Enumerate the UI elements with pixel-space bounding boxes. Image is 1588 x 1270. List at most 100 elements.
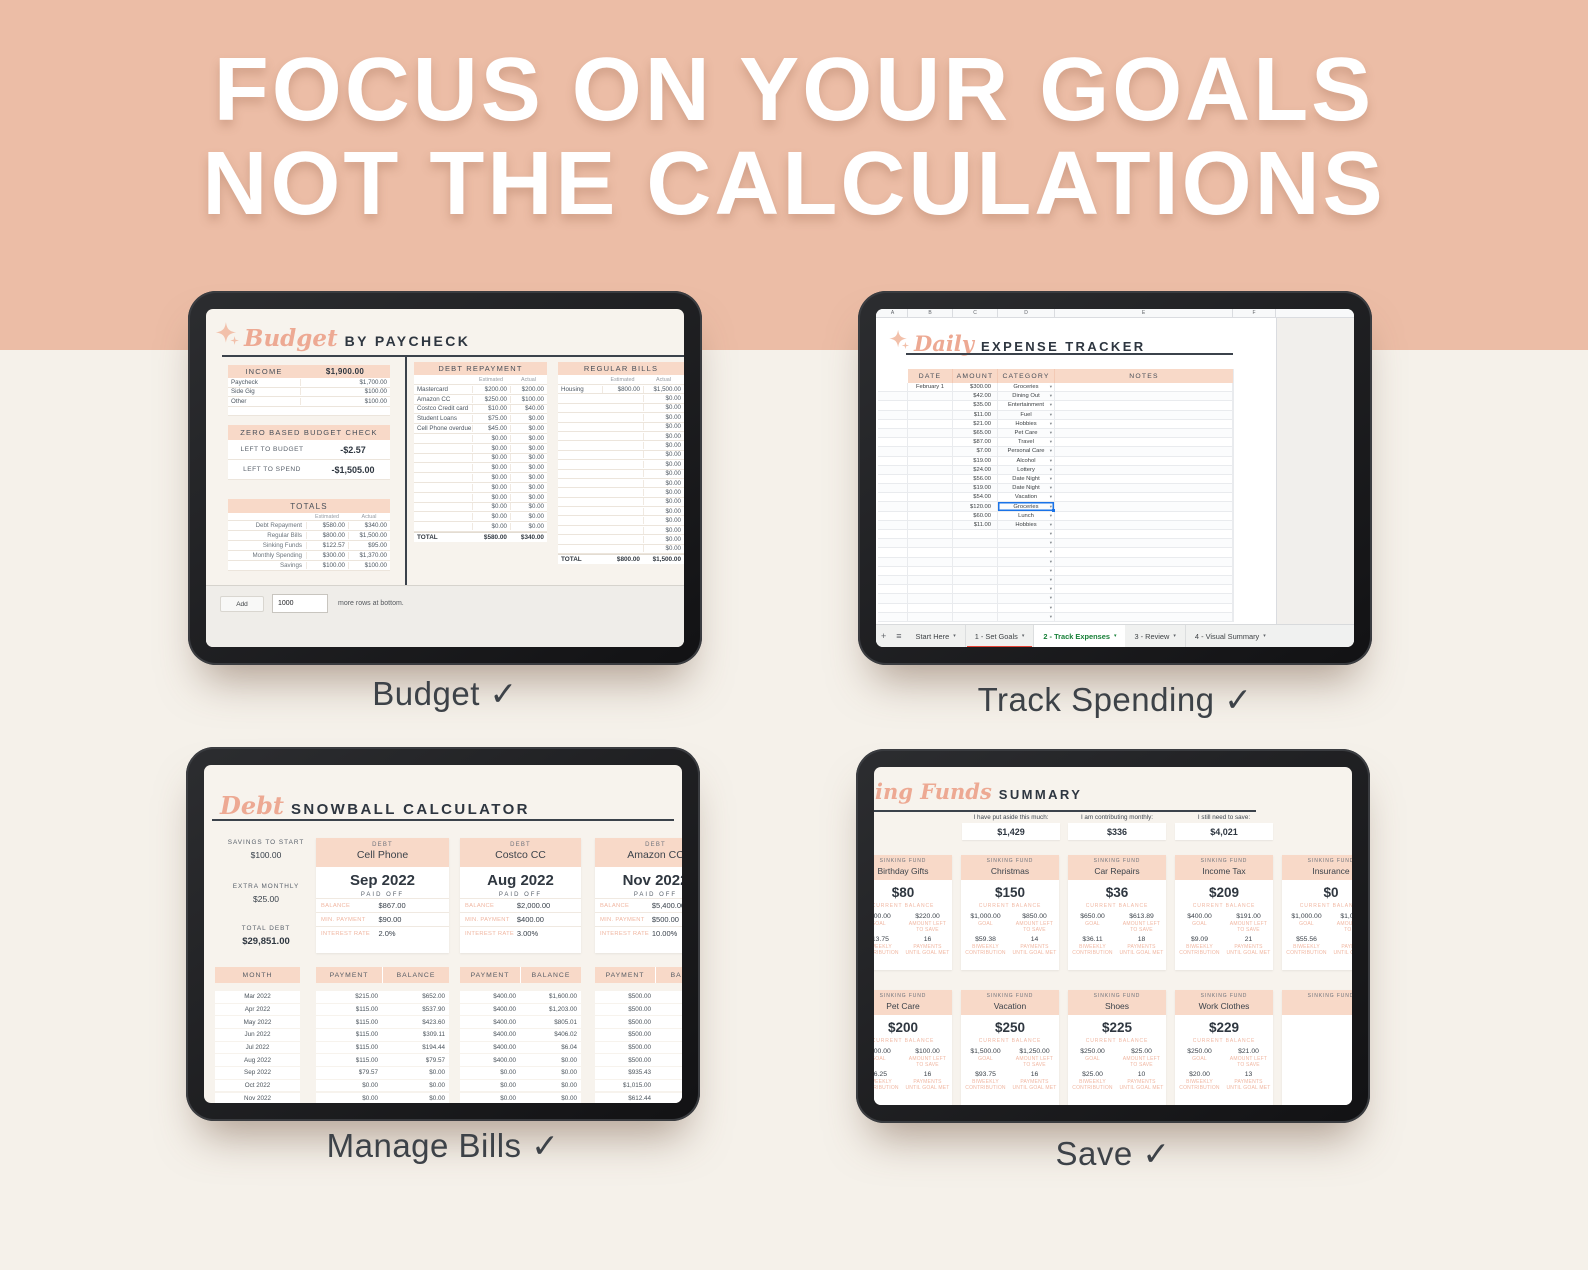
category-dropdown-cell[interactable]: Pet Care ▾ — [998, 428, 1055, 438]
cell-date[interactable] — [908, 511, 953, 520]
cell-amount[interactable]: $19.00 — [953, 484, 998, 493]
category-dropdown-cell[interactable]: Date Night ▾ — [998, 484, 1055, 493]
cell-notes[interactable] — [1055, 401, 1233, 410]
category-dropdown-cell[interactable]: Entertainment ▾ — [998, 401, 1055, 410]
cell-date[interactable] — [908, 520, 953, 529]
cell-date[interactable] — [908, 401, 953, 410]
cell-date[interactable]: February 1 — [908, 383, 953, 392]
cell-notes[interactable] — [1055, 511, 1233, 520]
cell-amount[interactable]: $65.00 — [953, 428, 998, 438]
tab-set-goals[interactable]: 1 - Set Goals ▾ — [966, 624, 1035, 647]
cell-date[interactable] — [908, 456, 953, 465]
tab-track-expenses[interactable]: 2 - Track Expenses ▾ — [1034, 624, 1126, 647]
cell-notes[interactable] — [1055, 438, 1233, 447]
cell-amount[interactable]: $60.00 — [953, 511, 998, 520]
category-dropdown-cell[interactable]: ▾ — [998, 612, 1055, 621]
category-dropdown-cell[interactable]: ▾ — [998, 557, 1055, 566]
tablet-budget: Budget BY PAYCHECK INCOME $1,900.00 Payc… — [188, 291, 702, 665]
cell-date[interactable] — [908, 484, 953, 493]
cell-notes[interactable] — [1055, 474, 1233, 484]
tab-start-here[interactable]: Start Here ▾ — [907, 624, 966, 647]
category-dropdown-cell[interactable]: Hobbies ▾ — [998, 419, 1055, 428]
cell-estimated: $200.00 — [472, 385, 510, 393]
cell-date[interactable] — [908, 410, 953, 419]
sinking-fund-card: SINKING FUND Shoes $225 CURRENT BALANCE … — [1068, 990, 1166, 1105]
debt-name: Costco CC — [495, 848, 546, 861]
cell-notes[interactable] — [1055, 447, 1233, 456]
cell-amount[interactable]: $300.00 — [953, 383, 998, 392]
cell-date[interactable] — [908, 419, 953, 428]
table-row: $0.00 $0.00 — [414, 522, 547, 532]
table-row: Sinking Funds $122.57 $95.00 — [228, 541, 390, 551]
category-dropdown-cell[interactable]: ▾ — [998, 575, 1055, 585]
category-dropdown-cell[interactable]: ▾ — [998, 548, 1055, 557]
category-dropdown-cell[interactable]: Vacation ▾ — [998, 493, 1055, 502]
category-dropdown-cell[interactable]: Lunch ▾ — [998, 511, 1055, 520]
cell-amount[interactable]: $19.00 — [953, 456, 998, 465]
cell-notes[interactable] — [1055, 520, 1233, 529]
cell-date[interactable] — [908, 474, 953, 484]
category-dropdown-cell[interactable]: Personal Care ▾ — [998, 447, 1055, 456]
tab-visual-summary[interactable]: 4 - Visual Summary ▾ — [1194, 631, 1266, 641]
cell-amount[interactable]: $21.00 — [953, 419, 998, 428]
add-rows-button[interactable]: Add — [220, 596, 264, 612]
all-sheets-icon[interactable]: ≡ — [896, 631, 902, 641]
cell-notes[interactable] — [1055, 410, 1233, 419]
debt-card-costco: DEBT Costco CC Aug 2022 PAID OFF BALANCE… — [460, 838, 581, 953]
cell-date[interactable] — [908, 465, 953, 474]
dropdown-caret-icon: ▾ — [1049, 558, 1052, 564]
cell-notes[interactable] — [1055, 493, 1233, 502]
table-row: $0.00 — [558, 544, 684, 555]
budget-title-script: Budget — [244, 325, 338, 352]
cell-notes[interactable] — [1055, 502, 1233, 511]
add-sheet-icon[interactable]: + — [881, 631, 887, 641]
tab-review[interactable]: 3 - Review ▾ — [1125, 624, 1186, 647]
cell-date[interactable] — [908, 493, 953, 502]
cell-amount[interactable]: $120.00 — [953, 502, 998, 511]
cell-amount[interactable]: $11.00 — [953, 520, 998, 529]
category-dropdown-cell[interactable]: Groceries ▾ — [998, 502, 1055, 512]
category-dropdown-cell[interactable]: Fuel ▾ — [998, 410, 1055, 419]
category-dropdown-cell[interactable]: ▾ — [998, 566, 1055, 575]
category-dropdown-cell[interactable]: Alcohol ▾ — [998, 456, 1055, 465]
category-dropdown-cell[interactable]: ▾ — [998, 539, 1055, 548]
cell-date[interactable] — [908, 447, 953, 456]
cell-notes[interactable] — [1055, 392, 1233, 401]
category-dropdown-cell[interactable]: Dining Out ▾ — [998, 392, 1055, 401]
cell-notes[interactable] — [1055, 465, 1233, 474]
cell-date[interactable] — [908, 428, 953, 438]
cell-amount[interactable]: $7.00 — [953, 447, 998, 456]
debt-interest: 2.0% — [378, 929, 396, 938]
cell-notes[interactable] — [1055, 419, 1233, 428]
category-dropdown-cell[interactable]: Travel ▾ — [998, 438, 1055, 447]
category-dropdown-cell[interactable]: Hobbies ▾ — [998, 520, 1055, 529]
category-dropdown-cell[interactable]: Date Night ▾ — [998, 474, 1055, 484]
cell-amount[interactable]: $11.00 — [953, 410, 998, 419]
category-dropdown-cell[interactable]: ▾ — [998, 603, 1055, 612]
fund-left: $613.89 — [1129, 912, 1154, 920]
cell-date[interactable] — [908, 438, 953, 447]
cell-date[interactable] — [908, 502, 953, 511]
cell-notes[interactable] — [1055, 484, 1233, 493]
cell-amount[interactable]: $35.00 — [953, 401, 998, 410]
table-row: Amazon CC $250.00 $100.00 — [414, 394, 547, 405]
category-dropdown-cell[interactable]: ▾ — [998, 585, 1055, 594]
cell-month: May 2022 — [215, 1016, 300, 1028]
category-dropdown-cell[interactable]: ▾ — [998, 530, 1055, 539]
category-dropdown-cell[interactable]: Groceries ▾ — [998, 383, 1055, 392]
cell-amount[interactable]: $87.00 — [953, 438, 998, 447]
cell-amount[interactable]: $42.00 — [953, 392, 998, 401]
category-dropdown-cell[interactable]: Lottery ▾ — [998, 465, 1055, 474]
cell-amount[interactable]: $24.00 — [953, 465, 998, 474]
fund-balance: $80 — [891, 885, 915, 900]
tablet-expense: A B C D E F Daily EXPENSE TRACKER DATE A… — [858, 291, 1372, 665]
cell-amount[interactable]: $56.00 — [953, 474, 998, 484]
cell-notes[interactable] — [1055, 456, 1233, 465]
cell-amount[interactable]: $54.00 — [953, 493, 998, 502]
cell-date[interactable] — [908, 392, 953, 401]
cell-actual: $0.00 — [643, 432, 684, 440]
cell-notes[interactable] — [1055, 428, 1233, 438]
cell-notes[interactable] — [1055, 383, 1233, 392]
category-dropdown-cell[interactable]: ▾ — [998, 594, 1055, 603]
row-count-input[interactable] — [272, 594, 328, 613]
